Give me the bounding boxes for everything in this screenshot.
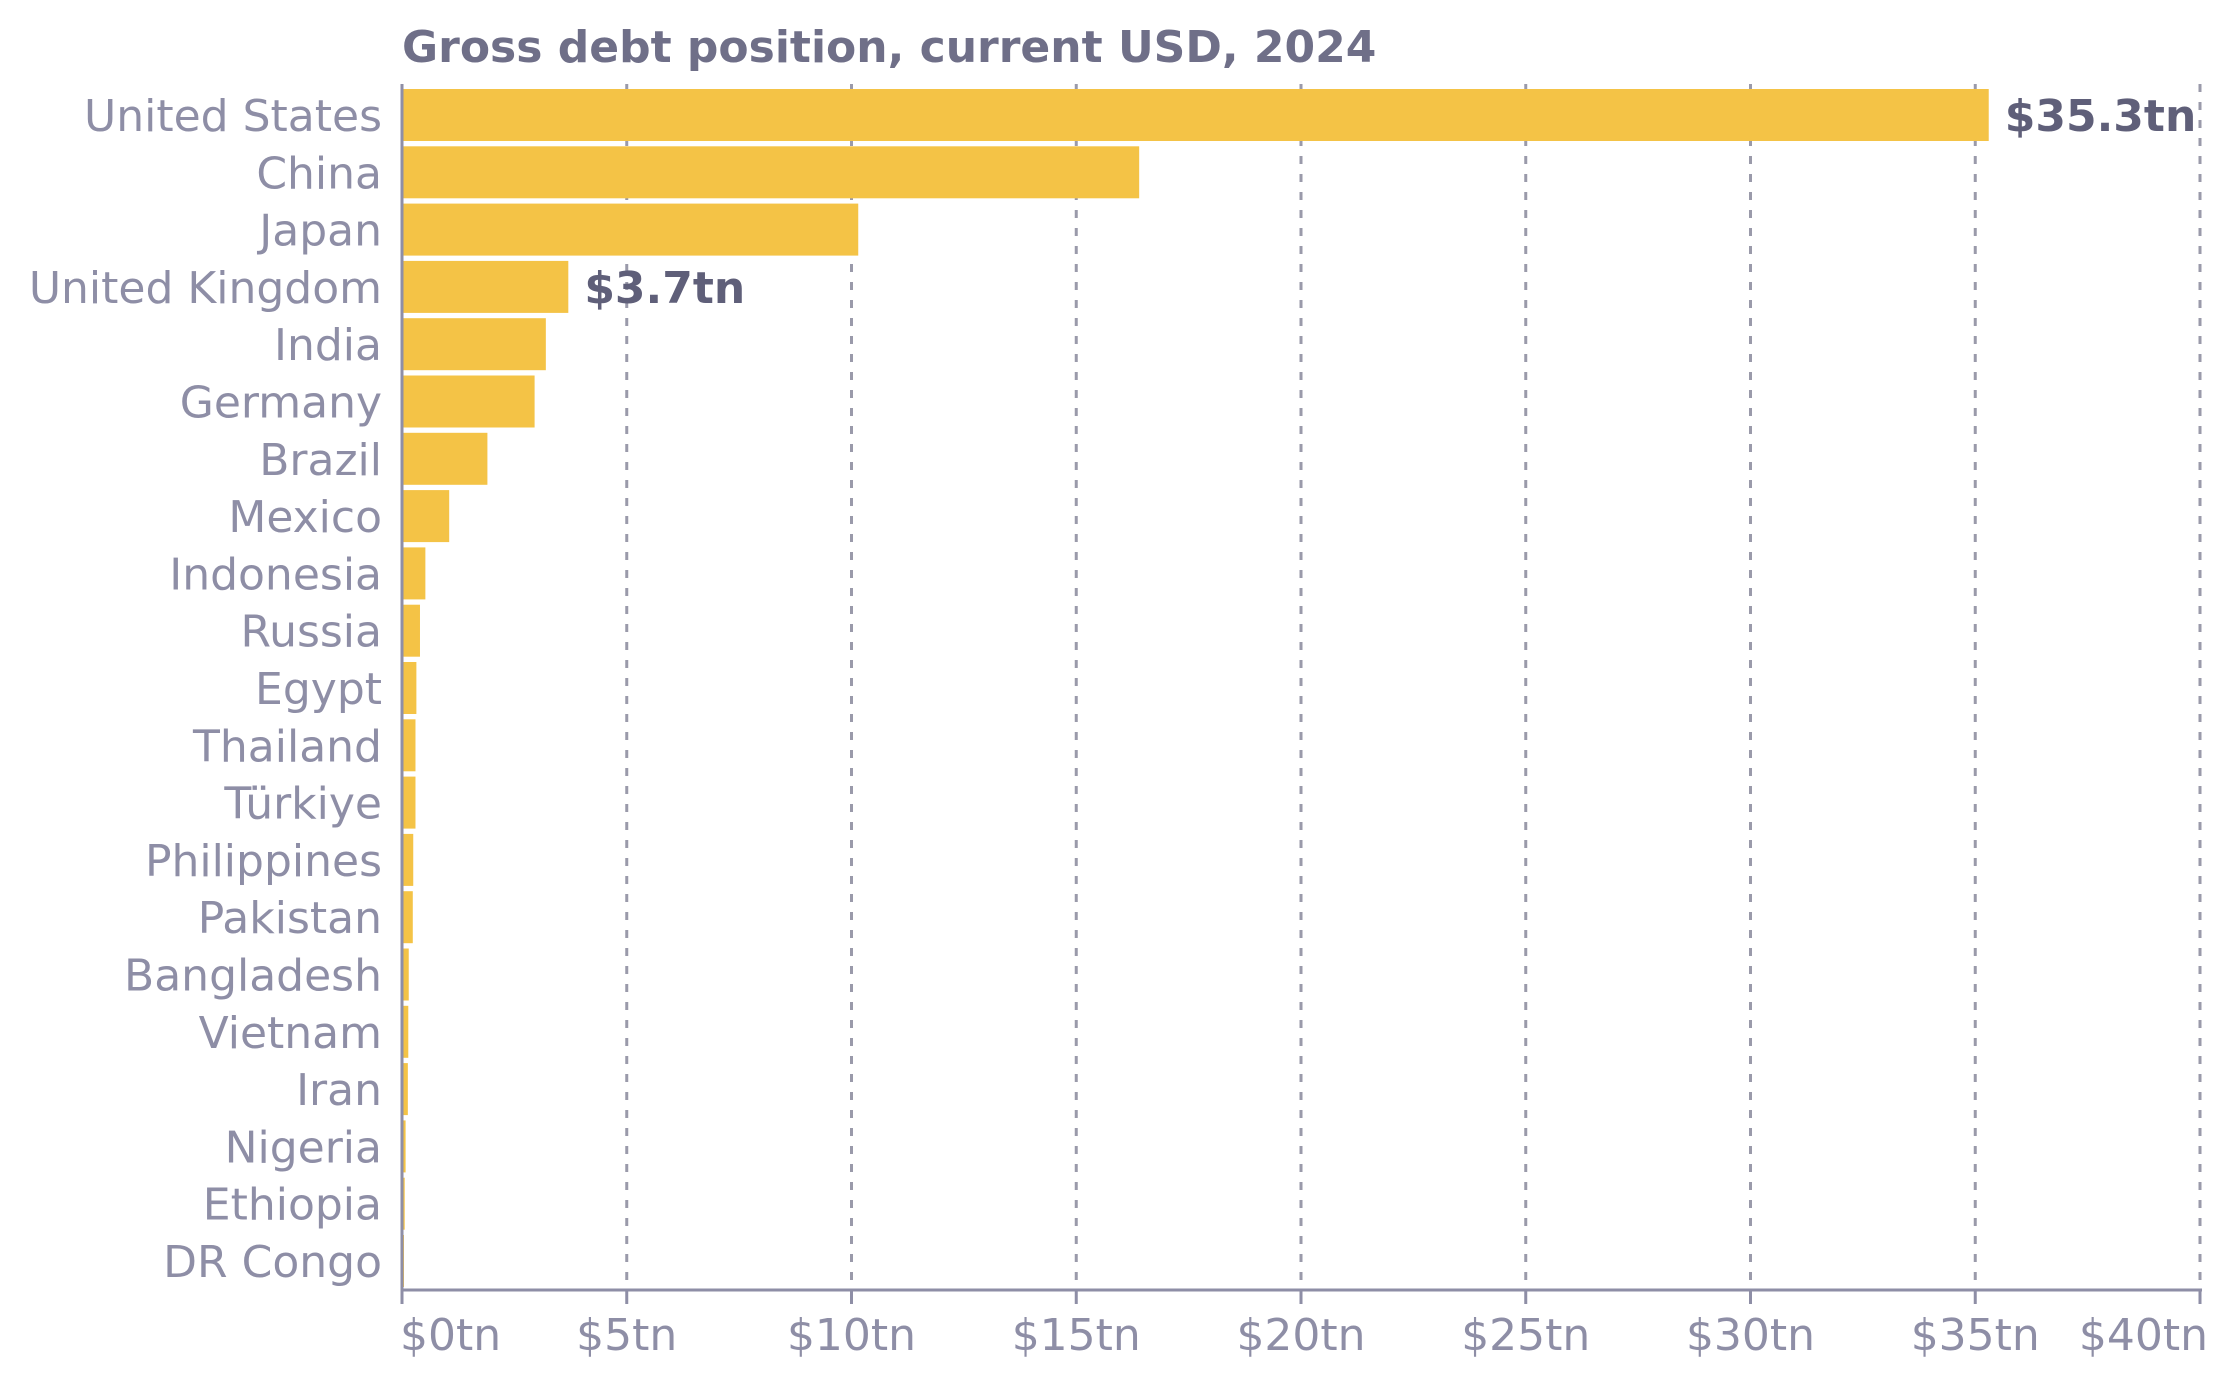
- category-label-4: India: [274, 320, 382, 371]
- bar-3: [402, 260, 569, 313]
- tick-label-5: $25tn: [1461, 1310, 1590, 1361]
- bar-11: [402, 719, 416, 772]
- category-label-17: Iran: [296, 1065, 382, 1116]
- data-labels: $35.3tn $3.7tn: [584, 91, 2196, 314]
- data-label-1: $3.7tn: [584, 263, 745, 314]
- category-label-6: Brazil: [259, 435, 382, 486]
- category-label-1: China: [256, 148, 382, 199]
- tick-label-6: $30tn: [1686, 1310, 1815, 1361]
- category-label-8: Indonesia: [169, 549, 382, 600]
- tick-label-1: $5tn: [576, 1310, 677, 1361]
- category-labels: United States China Japan United Kingdom Ind…: [29, 91, 382, 1288]
- category-label-15: Bangladesh: [124, 951, 382, 1002]
- bar-9: [402, 604, 420, 657]
- bar-12: [402, 776, 416, 829]
- gridlines: [625, 84, 2202, 1290]
- chart-title: Gross debt position, current USD, 2024: [402, 22, 1376, 73]
- bar-5: [402, 375, 535, 428]
- bar-7: [402, 490, 450, 543]
- category-label-16: Vietnam: [199, 1008, 382, 1059]
- category-label-7: Mexico: [228, 492, 382, 543]
- category-label-3: United Kingdom: [29, 263, 382, 314]
- bar-17: [402, 1063, 408, 1116]
- tick-label-2: $10tn: [787, 1310, 916, 1361]
- bar-0: [402, 89, 1989, 141]
- category-label-13: Philippines: [145, 836, 382, 887]
- bar-10: [402, 662, 417, 714]
- category-label-14: Pakistan: [198, 893, 382, 944]
- bar-6: [402, 432, 488, 485]
- tick-label-3: $15tn: [1012, 1310, 1141, 1361]
- category-label-0: United States: [84, 91, 382, 142]
- data-label-0: $35.3tn: [2005, 91, 2197, 142]
- bar-16: [402, 1005, 409, 1058]
- bar-18: [402, 1120, 406, 1173]
- bar-1: [402, 146, 1140, 199]
- category-label-2: Japan: [256, 206, 382, 257]
- category-label-12: Türkiye: [223, 779, 382, 830]
- category-label-18: Nigeria: [225, 1122, 382, 1173]
- tick-label-4: $20tn: [1236, 1310, 1365, 1361]
- bars: [402, 89, 1989, 1287]
- tick-label-0: $0tn: [400, 1310, 501, 1361]
- category-label-9: Russia: [240, 607, 382, 658]
- bar-4: [402, 318, 546, 371]
- bar-13: [402, 833, 414, 886]
- tick-label-8: $40tn: [2079, 1310, 2208, 1361]
- bar-8: [402, 547, 426, 600]
- category-label-10: Egypt: [255, 664, 382, 715]
- x-axis-ticks: $0tn $5tn $10tn $15tn $20tn $25tn $30tn $35tn $4…: [400, 1290, 2208, 1361]
- category-label-5: Germany: [180, 378, 382, 429]
- category-label-19: Ethiopia: [203, 1180, 382, 1231]
- bar-15: [402, 948, 409, 1001]
- tick-label-7: $35tn: [1911, 1310, 2040, 1361]
- bar-2: [402, 203, 859, 256]
- category-label-20: DR Congo: [163, 1237, 382, 1288]
- category-label-11: Thailand: [192, 721, 382, 772]
- bar-14: [402, 891, 413, 944]
